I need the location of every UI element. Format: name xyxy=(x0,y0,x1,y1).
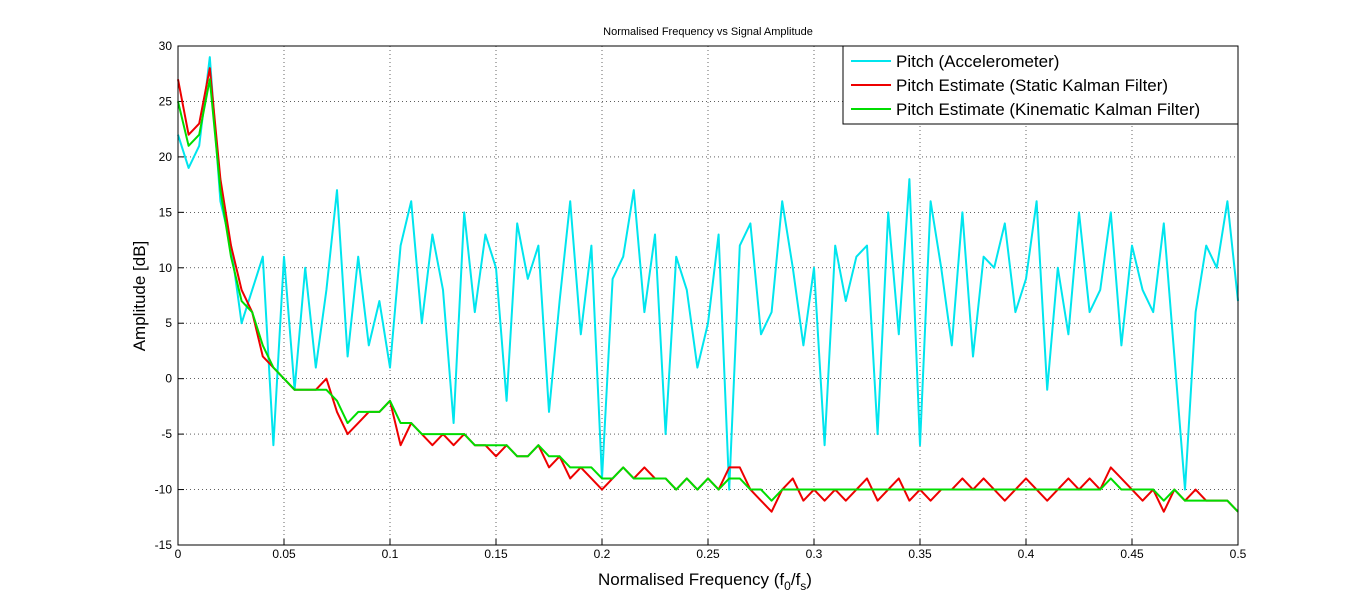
x-label-part: /f xyxy=(791,570,801,589)
x-tick-label: 0.3 xyxy=(806,547,823,561)
y-tick-label: -5 xyxy=(161,427,172,441)
series-line xyxy=(177,78,1239,513)
y-tick-label: 5 xyxy=(165,316,172,330)
x-tick-label: 0.5 xyxy=(1230,547,1247,561)
legend-label: Pitch (Accelerometer) xyxy=(896,52,1059,71)
legend-box xyxy=(842,45,1239,125)
x-label-part: Normalised Frequency (f xyxy=(598,570,784,589)
x-tick-label: 0.05 xyxy=(272,547,296,561)
legend-label: Pitch Estimate (Static Kalman Filter) xyxy=(896,76,1168,95)
x-label-sub: s xyxy=(800,579,806,593)
x-tick-label: 0.2 xyxy=(594,547,611,561)
legend-label: Pitch Estimate (Kinematic Kalman Filter) xyxy=(896,100,1200,119)
y-tick-label: 15 xyxy=(159,205,173,219)
x-tick-label: 0.1 xyxy=(382,547,399,561)
y-tick-label: 20 xyxy=(159,150,173,164)
x-tick-label: 0.25 xyxy=(696,547,720,561)
y-tick-label: 25 xyxy=(159,94,173,108)
x-axis-label: Normalised Frequency (f0/fs) xyxy=(598,570,812,593)
x-tick-label: 0 xyxy=(175,547,182,561)
y-tick-label: 0 xyxy=(165,372,172,386)
x-label-sub: 0 xyxy=(784,579,791,593)
legend: Pitch (Accelerometer) Pitch Estimate (Sta… xyxy=(842,45,1239,125)
x-label-part: ) xyxy=(806,570,812,589)
x-tick-label: 0.4 xyxy=(1018,547,1035,561)
x-tick-label: 0.15 xyxy=(484,547,508,561)
x-tick-label: 0.35 xyxy=(908,547,932,561)
y-tick-label: -10 xyxy=(155,483,173,497)
chart-title: Normalised Frequency vs Signal Amplitude xyxy=(603,26,813,38)
y-axis-label: Amplitude [dB] xyxy=(130,241,149,352)
series-line xyxy=(177,56,1239,491)
y-tick-label: 10 xyxy=(159,261,173,275)
y-tick-label: -15 xyxy=(155,538,173,552)
x-tick-label: 0.45 xyxy=(1120,547,1144,561)
axes-box xyxy=(177,45,1239,546)
y-tick-label: 30 xyxy=(159,39,173,53)
